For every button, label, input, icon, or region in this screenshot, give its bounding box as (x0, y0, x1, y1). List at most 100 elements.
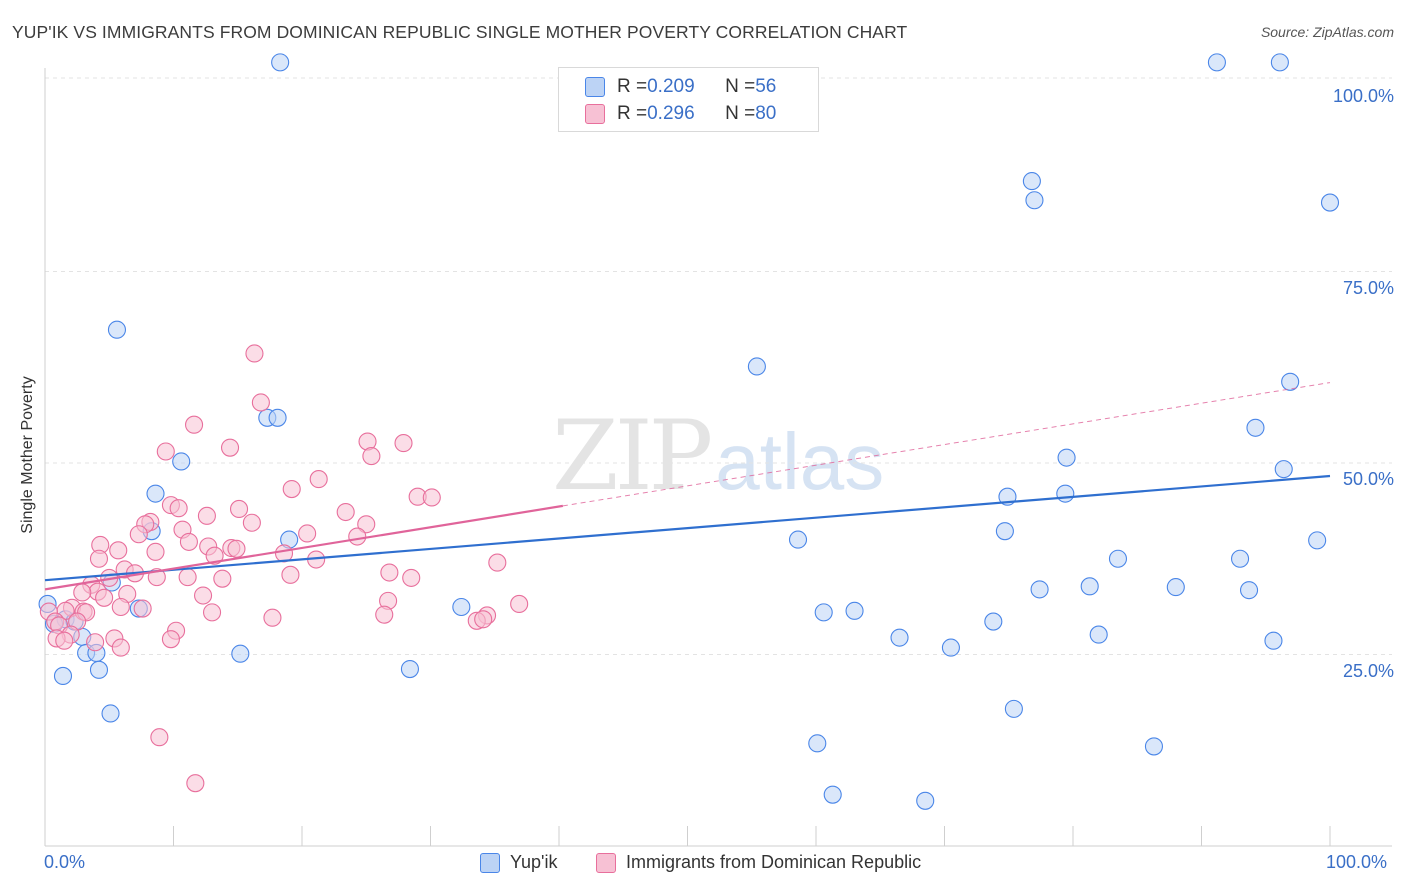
trend-lines (44, 382, 1331, 591)
dominican-point (156, 442, 175, 461)
yupik-point (1089, 625, 1108, 644)
dominican-point (488, 553, 507, 572)
yupik-point (1166, 578, 1185, 597)
dominican-trend-line (44, 504, 564, 591)
yupik-point (231, 644, 250, 663)
yupik-point (941, 638, 960, 657)
bottom-legend-dominican: Immigrants from Dominican Republic (596, 852, 921, 873)
yupik-point (747, 357, 766, 376)
dominican-point (133, 599, 152, 618)
dominican-point (336, 502, 355, 522)
x-tick-label-max: 100.0% (1326, 852, 1388, 872)
y-tick-label-100: 100.0% (1332, 86, 1394, 106)
dominican-point (402, 568, 421, 587)
dominican-point (111, 597, 130, 617)
yupik-point (890, 628, 909, 647)
dominican-point (213, 569, 232, 588)
dominican-point (375, 605, 394, 624)
dominican-point (185, 415, 204, 434)
yupik-point (995, 522, 1014, 541)
bottom-legend-yupik: Yup'ik (480, 852, 557, 873)
dominican-point (194, 586, 213, 605)
dominican-trend-extension (562, 382, 1331, 507)
yupik-point (808, 734, 827, 753)
dominican-point (73, 583, 92, 602)
yupik-point (1231, 549, 1250, 568)
dominican-point (150, 728, 169, 747)
yupik-point (1246, 418, 1265, 437)
dominican-point (146, 542, 165, 561)
legend-r-value: 0.296 (647, 103, 695, 124)
x-tick-label-min: 0.0% (44, 852, 86, 872)
y-tick-label-25: 25.0% (1342, 660, 1394, 681)
correlation-legend: R = 0.209 N = 56 R = 0.296 N = 80 (558, 67, 819, 132)
dominican-point (86, 633, 105, 652)
legend-swatch-dominican (585, 104, 605, 124)
dominican-point (229, 499, 249, 519)
bottom-legend-label-dominican: Immigrants from Dominican Republic (626, 852, 922, 872)
bottom-legend-swatch-yupik (480, 852, 500, 873)
dominican-point (282, 479, 301, 499)
dominican-point (380, 563, 399, 582)
legend-n-value: 56 (755, 76, 777, 97)
yupik-point (1144, 737, 1164, 756)
dominican-point (89, 549, 109, 568)
dominican-point (242, 513, 261, 532)
yupik-point (916, 791, 935, 810)
yupik-point (89, 660, 109, 679)
dominican-point (309, 470, 328, 489)
dominican-point (220, 438, 240, 457)
dominican-point (422, 488, 441, 507)
yupik-point (1057, 448, 1076, 467)
dominican-point (197, 506, 216, 525)
yupik-point (1207, 53, 1226, 72)
yupik-trend-line (44, 474, 1331, 582)
legend-n-value: 80 (755, 103, 777, 124)
yupik-point (146, 484, 165, 503)
yupik-point (268, 408, 287, 427)
dominican-point (161, 630, 180, 649)
yupik-point (1308, 531, 1327, 550)
dominican-point (178, 568, 197, 587)
yupik-point (107, 320, 127, 339)
dominican-points (39, 344, 529, 793)
yupik-point (788, 530, 808, 549)
legend-r-value: 0.209 (647, 76, 695, 97)
dominican-point (348, 527, 367, 546)
yupik-point (1274, 460, 1293, 479)
yupik-point (101, 704, 120, 723)
dominican-point (394, 434, 413, 453)
yupik-point (1239, 581, 1259, 600)
legend-n-label: N = (725, 103, 756, 124)
yupik-point (984, 612, 1003, 631)
y-tick-label-75: 75.0% (1342, 277, 1394, 298)
dominican-point (205, 546, 224, 565)
watermark-zip: ZIP (552, 400, 713, 512)
dominican-point (186, 774, 205, 793)
yupik-point (1022, 172, 1041, 191)
legend-row-dominican: R = 0.296 N = 80 (585, 101, 776, 127)
dominican-point (362, 447, 381, 466)
legend-swatch-yupik (585, 77, 605, 97)
yupik-point (814, 603, 833, 622)
yupik-point (1108, 549, 1128, 568)
legend-r-label: R = (617, 103, 648, 124)
chart-source: Source: ZipAtlas.com (1260, 24, 1394, 40)
dominican-point (474, 610, 493, 629)
legend-r-label: R = (617, 76, 648, 97)
yupik-point (172, 452, 191, 471)
chart-title: YUP'IK VS IMMIGRANTS FROM DOMINICAN REPU… (12, 22, 908, 42)
yupik-point (1025, 191, 1044, 210)
yupik-point (271, 53, 290, 72)
y-tick-label-50: 50.0% (1342, 469, 1394, 489)
yupik-point (1270, 53, 1289, 72)
yupik-point (1320, 193, 1340, 212)
dominican-point (95, 588, 114, 607)
dominican-point (179, 532, 198, 551)
bottom-legend-swatch-dominican (596, 852, 616, 873)
yupik-point (452, 597, 471, 617)
yupik-point (400, 660, 419, 679)
bottom-legend-label-yupik: Yup'ik (510, 852, 558, 872)
yupik-point (1056, 484, 1075, 503)
